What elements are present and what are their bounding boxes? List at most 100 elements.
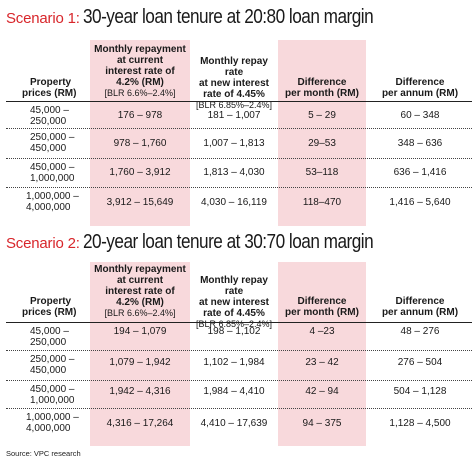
header-line: Difference xyxy=(395,296,445,307)
header-line: Property xyxy=(30,296,72,307)
header-line: rate of 4.45% xyxy=(203,89,265,100)
header-sub: [BLR 6.85%–2.4%] xyxy=(195,100,273,110)
header-line: per month (RM) xyxy=(285,88,359,99)
header-line: at current xyxy=(116,275,164,286)
cell-diff-month: 5 – 29 xyxy=(308,110,336,121)
cell-diff-annum: 636 – 1,416 xyxy=(393,167,447,178)
header-line: rate of 4.45% xyxy=(203,308,265,319)
scenario-label: Scenario 1: xyxy=(6,10,80,27)
header-line: Monthly repayment xyxy=(94,264,186,275)
header-diff-month: Difference per month (RM) xyxy=(278,296,366,318)
cell-diff-month: 53–118 xyxy=(305,167,339,178)
cell-diff-month: 94 – 375 xyxy=(302,418,342,429)
cell-new: 4,030 – 16,119 xyxy=(201,197,267,208)
row-divider xyxy=(6,380,472,381)
header-line: Difference xyxy=(395,77,445,88)
header-line: interest rate of xyxy=(105,286,175,297)
header-diff-month: Difference per month (RM) xyxy=(278,77,366,99)
highlight-column-diff-month xyxy=(278,262,366,446)
table-row-price: 45,000 – 250,000 xyxy=(30,326,69,348)
price-line: 1,000,000 xyxy=(30,395,75,406)
row-divider xyxy=(6,128,472,129)
cell-diff-month: 42 – 94 xyxy=(305,386,339,397)
cell-diff-annum: 60 – 348 xyxy=(400,110,440,121)
header-sub: [BLR 6.6%–2.4%] xyxy=(104,308,176,318)
cell-current: 1,079 – 1,942 xyxy=(109,357,171,368)
header-line: Monthly repay rate xyxy=(200,56,268,78)
header-line: 4.2% (RM) xyxy=(116,297,164,308)
price-line: 45,000 – xyxy=(30,105,69,116)
cell-diff-annum: 276 – 504 xyxy=(397,357,443,368)
cell-new: 1,007 – 1,813 xyxy=(203,138,265,149)
cell-diff-annum: 48 – 276 xyxy=(400,326,440,337)
table-row-price: 1,000,000 – 4,000,000 xyxy=(26,191,79,213)
price-line: 45,000 – xyxy=(30,326,69,337)
cell-diff-annum: 504 – 1,128 xyxy=(393,386,447,397)
header-line: Difference xyxy=(297,296,347,307)
header-line: at new interest xyxy=(198,78,270,89)
header-line: 4.2% (RM) xyxy=(116,77,164,88)
cell-current: 1,942 – 4,316 xyxy=(109,386,171,397)
row-divider xyxy=(6,408,472,409)
table-row-price: 250,000 – 450,000 xyxy=(30,132,75,154)
scenario-label: Scenario 2: xyxy=(6,235,80,252)
header-line: Difference xyxy=(297,77,347,88)
cell-current: 176 – 978 xyxy=(117,110,163,121)
header-property: Property prices (RM) xyxy=(6,77,90,99)
header-line: per annum (RM) xyxy=(381,307,459,318)
cell-new: 4,410 – 17,639 xyxy=(200,418,268,429)
header-line: prices (RM) xyxy=(22,307,77,318)
price-line: 250,000 xyxy=(30,337,67,348)
cell-current: 1,760 – 3,912 xyxy=(109,167,171,178)
cell-diff-annum: 1,128 – 4,500 xyxy=(389,418,451,429)
scenario-heading: 20-year loan tenure at 30:70 loan margin xyxy=(82,231,374,253)
header-line: per month (RM) xyxy=(285,307,359,318)
cell-diff-month: 4 –23 xyxy=(309,326,335,337)
table-row-price: 45,000 – 250,000 xyxy=(30,105,69,127)
scenario-title: Scenario 2: 20-year loan tenure at 30:70… xyxy=(6,231,420,259)
header-diff-annum: Difference per annum (RM) xyxy=(366,77,474,99)
header-line: at current xyxy=(116,55,164,66)
scenario-heading: 30-year loan tenure at 20:80 loan margin xyxy=(82,6,374,28)
cell-new: 1,984 – 4,410 xyxy=(203,386,265,397)
header-line: per annum (RM) xyxy=(381,88,459,99)
price-line: 4,000,000 xyxy=(26,202,71,213)
row-divider xyxy=(6,350,472,351)
header-sub: [BLR 6.85%–2.4%] xyxy=(195,319,273,329)
scenario-title: Scenario 1: 30-year loan tenure at 20:80… xyxy=(6,6,420,34)
cell-diff-month: 23 – 42 xyxy=(305,357,339,368)
row-divider xyxy=(6,187,472,188)
table-row-price: 450,000 – 1,000,000 xyxy=(30,162,75,184)
table-row-price: 250,000 – 450,000 xyxy=(30,354,75,376)
header-property: Property prices (RM) xyxy=(6,296,90,318)
header-line: at new interest xyxy=(198,297,270,308)
price-line: 4,000,000 xyxy=(26,423,71,434)
price-line: 1,000,000 xyxy=(30,173,75,184)
cell-new: 181 – 1,007 xyxy=(207,110,261,121)
table-row-price: 1,000,000 – 4,000,000 xyxy=(26,412,79,434)
cell-diff-month: 29–53 xyxy=(308,138,336,149)
header-diff-annum: Difference per annum (RM) xyxy=(366,296,474,318)
price-line: 450,000 – xyxy=(30,162,75,173)
cell-new: 1,102 – 1,984 xyxy=(203,357,265,368)
header-line: prices (RM) xyxy=(22,88,77,99)
header-new-rate: Monthly repay rate at new interest rate … xyxy=(190,275,278,330)
header-new-rate: Monthly repay rate at new interest rate … xyxy=(190,56,278,111)
header-divider xyxy=(6,101,472,102)
row-divider xyxy=(6,158,472,159)
highlight-column-current xyxy=(90,40,190,226)
cell-current: 3,912 – 15,649 xyxy=(106,197,174,208)
highlight-column-diff-month xyxy=(278,40,366,226)
header-sub: [BLR 6.6%–2.4%] xyxy=(104,88,176,98)
cell-current: 194 – 1,079 xyxy=(113,326,167,337)
price-line: 450,000 – xyxy=(30,384,75,395)
header-line: Monthly repayment xyxy=(94,44,186,55)
price-line: 250,000 – xyxy=(30,354,75,365)
price-line: 450,000 xyxy=(30,365,67,376)
table-row-price: 450,000 – 1,000,000 xyxy=(30,384,75,406)
price-line: 250,000 – xyxy=(30,132,75,143)
cell-diff-annum: 348 – 636 xyxy=(397,138,443,149)
header-current-rate: Monthly repayment at current interest ra… xyxy=(90,44,190,99)
cell-diff-annum: 1,416 – 5,640 xyxy=(389,197,451,208)
cell-new: 1,813 – 4,030 xyxy=(203,167,265,178)
